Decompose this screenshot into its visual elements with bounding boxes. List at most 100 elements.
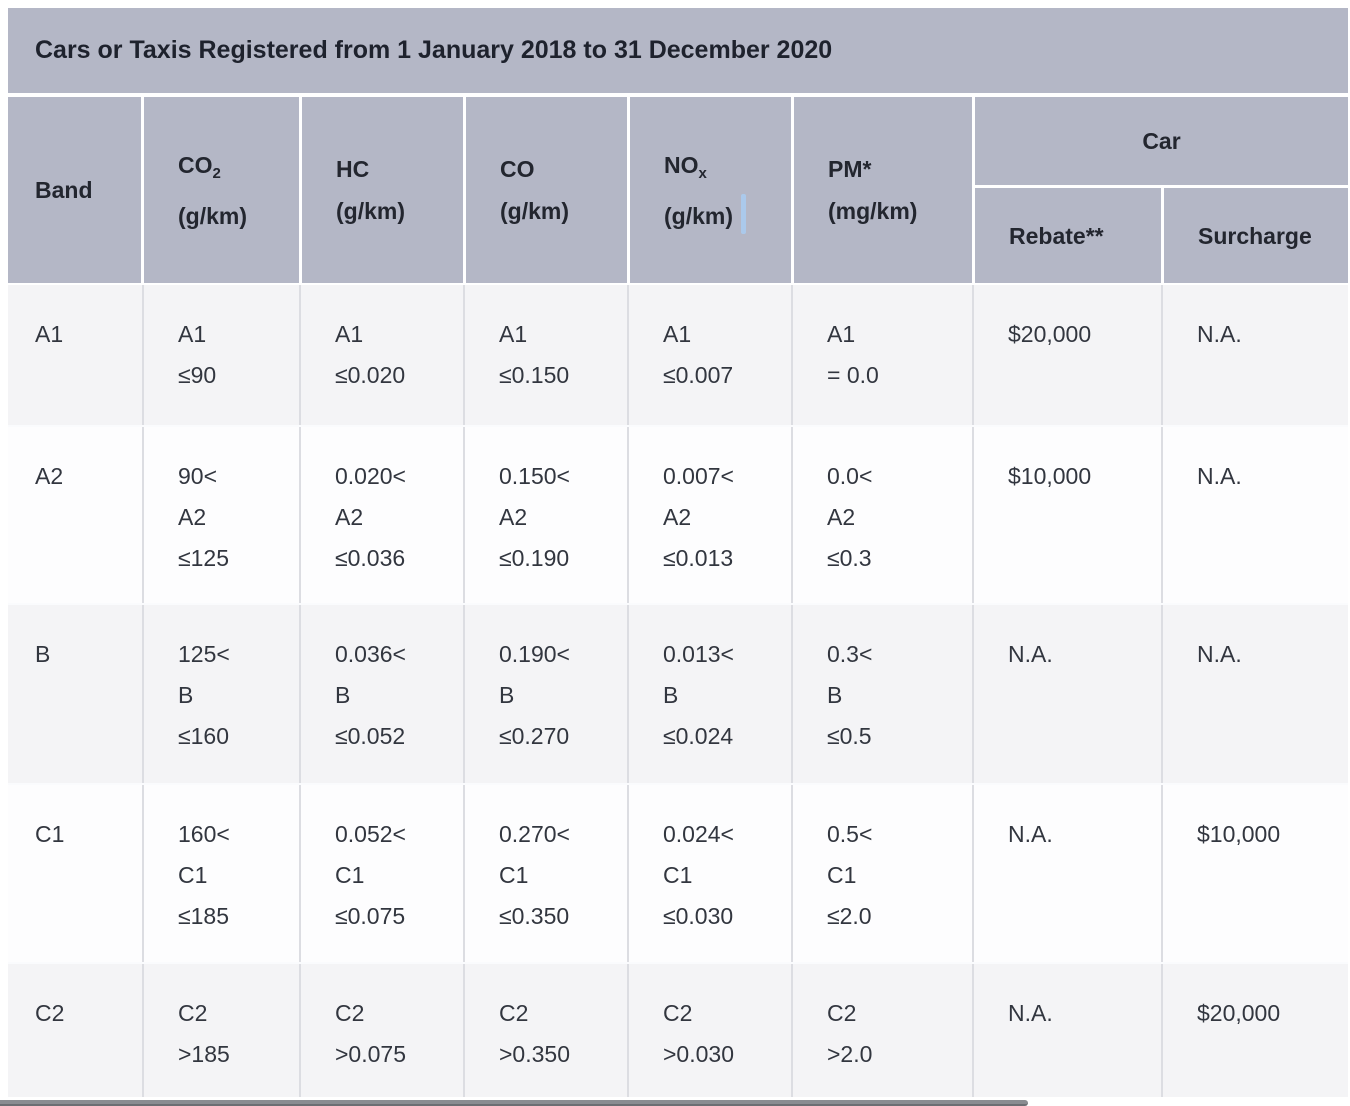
- cell-line: 0.036<: [335, 641, 406, 667]
- cell-B-surcharge: N.A.: [1161, 605, 1348, 783]
- cell-line: N.A.: [1197, 463, 1242, 489]
- header-hc: HC (g/km): [302, 97, 463, 283]
- cell-C1-hc: 0.052< C1 ≤0.075: [299, 785, 463, 962]
- header-label: CO: [500, 156, 535, 182]
- cell-A1-rebate: $20,000: [972, 285, 1161, 425]
- cell-A1-hc: A1 ≤0.020: [299, 285, 463, 425]
- cell-A2-nox: 0.007< A2 ≤0.013: [627, 427, 791, 603]
- cell-line: N.A.: [1008, 821, 1053, 847]
- cell-A1-co: A1 ≤0.150: [463, 285, 627, 425]
- cell-line: 0.007<: [663, 463, 734, 489]
- cell-line: ≤160: [178, 723, 229, 749]
- cell-line: $20,000: [1197, 1000, 1281, 1026]
- header-band: Band: [8, 97, 141, 283]
- cell-line: ≤0.052: [335, 723, 406, 749]
- cell-line: 0.150<: [499, 463, 570, 489]
- header-unit: (g/km): [664, 202, 733, 229]
- cell-line: 160<: [178, 821, 230, 847]
- cell-line: ≤90: [178, 362, 217, 388]
- cell-line: ≤0.350: [499, 903, 570, 929]
- header-pm: PM* (mg/km): [794, 97, 972, 283]
- cell-line: A1: [827, 321, 856, 347]
- emissions-table: Cars or Taxis Registered from 1 January …: [8, 8, 1348, 1097]
- table-row-B: B 125< B ≤160 0.036< B ≤0.052 0.190< B ≤0.270 0.01…: [8, 603, 1348, 783]
- cell-line: B: [827, 682, 843, 708]
- cell-line: ≤0.150: [499, 362, 570, 388]
- header-nox: NOx (g/km): [630, 97, 791, 283]
- cell-line: C2: [35, 1000, 65, 1026]
- cell-A1-co2: A1 ≤90: [142, 285, 299, 425]
- cell-line: ≤0.013: [663, 545, 734, 571]
- cell-C2-pm: C2 >2.0: [791, 964, 972, 1097]
- cell-line: 0.5<: [827, 821, 873, 847]
- header-subscript: x: [698, 164, 707, 182]
- cell-line: C1: [335, 862, 365, 888]
- cell-line: A1: [178, 321, 207, 347]
- cell-line: ≤0.3: [827, 545, 872, 571]
- cell-line: A2: [663, 504, 692, 530]
- cell-line: 0.3<: [827, 641, 873, 667]
- table-row-A2: A2 90< A2 ≤125 0.020< A2 ≤0.036 0.150< A2 ≤0.190 0…: [8, 425, 1348, 603]
- cell-line: C2: [663, 1000, 693, 1026]
- cell-line: C1: [178, 862, 208, 888]
- cell-line: 0.0<: [827, 463, 873, 489]
- band-A1: A1: [8, 285, 142, 425]
- header-label: NOx: [664, 151, 707, 182]
- cell-A2-pm: 0.0< A2 ≤0.3: [791, 427, 972, 603]
- cell-line: A2: [335, 504, 364, 530]
- cell-line: = 0.0: [827, 362, 879, 388]
- cell-A2-surcharge: N.A.: [1161, 427, 1348, 603]
- table-body: A1 A1 ≤90 A1 ≤0.020 A1 ≤0.150 A1 ≤0.007 A1 = 0.0 $2…: [8, 285, 1348, 1097]
- header-label: HC: [336, 156, 370, 182]
- cell-line: 90<: [178, 463, 218, 489]
- cell-line: ≤0.075: [335, 903, 406, 929]
- cell-A2-co: 0.150< A2 ≤0.190: [463, 427, 627, 603]
- cell-line: N.A.: [1197, 641, 1242, 667]
- scrollbar-thumb[interactable]: [0, 1100, 1028, 1106]
- table-row-A1: A1 A1 ≤90 A1 ≤0.020 A1 ≤0.150 A1 ≤0.007 A1 = 0.0 $2…: [8, 285, 1348, 425]
- cell-line: A2: [827, 504, 856, 530]
- cell-line: 0.190<: [499, 641, 570, 667]
- cell-line: >0.350: [499, 1041, 570, 1067]
- cell-line: C1: [663, 862, 693, 888]
- cell-line: ≤0.020: [335, 362, 406, 388]
- cell-line: C2: [499, 1000, 529, 1026]
- cell-line: C2: [178, 1000, 208, 1026]
- cell-line: C1: [35, 821, 65, 847]
- cell-line: >2.0: [827, 1041, 873, 1067]
- cell-B-rebate: N.A.: [972, 605, 1161, 783]
- cell-A1-pm: A1 = 0.0: [791, 285, 972, 425]
- cell-B-co: 0.190< B ≤0.270: [463, 605, 627, 783]
- header-unit: (g/km): [500, 198, 569, 224]
- cell-C1-rebate: N.A.: [972, 785, 1161, 962]
- cell-line: 0.024<: [663, 821, 734, 847]
- cell-line: B: [499, 682, 515, 708]
- cell-line: N.A.: [1197, 321, 1242, 347]
- cell-line: C1: [827, 862, 857, 888]
- cell-A1-nox: A1 ≤0.007: [627, 285, 791, 425]
- header-rebate: Rebate**: [975, 188, 1161, 283]
- cell-line: ≤185: [178, 903, 229, 929]
- cell-line: ≤0.024: [663, 723, 734, 749]
- header-unit: (g/km): [336, 198, 405, 224]
- header-label: Band: [35, 177, 93, 203]
- horizontal-scrollbar[interactable]: [0, 1097, 1350, 1106]
- cell-line: >185: [178, 1041, 230, 1067]
- cell-line: B: [335, 682, 351, 708]
- cell-line: A2: [35, 463, 64, 489]
- header-label: CO2: [178, 151, 221, 182]
- cell-line: A1: [499, 321, 528, 347]
- cell-line: N.A.: [1008, 1000, 1053, 1026]
- cell-line: $10,000: [1197, 821, 1281, 847]
- header-unit: (g/km): [178, 202, 247, 229]
- header-label: PM*: [828, 156, 872, 182]
- cell-A2-hc: 0.020< A2 ≤0.036: [299, 427, 463, 603]
- header-car-group: Car Rebate** Surcharge: [975, 97, 1348, 283]
- header-co: CO (g/km): [466, 97, 627, 283]
- band-C2: C2: [8, 964, 142, 1097]
- cell-line: >0.075: [335, 1041, 406, 1067]
- band-C1: C1: [8, 785, 142, 962]
- cell-C1-co: 0.270< C1 ≤0.350: [463, 785, 627, 962]
- cell-line: ≤0.036: [335, 545, 406, 571]
